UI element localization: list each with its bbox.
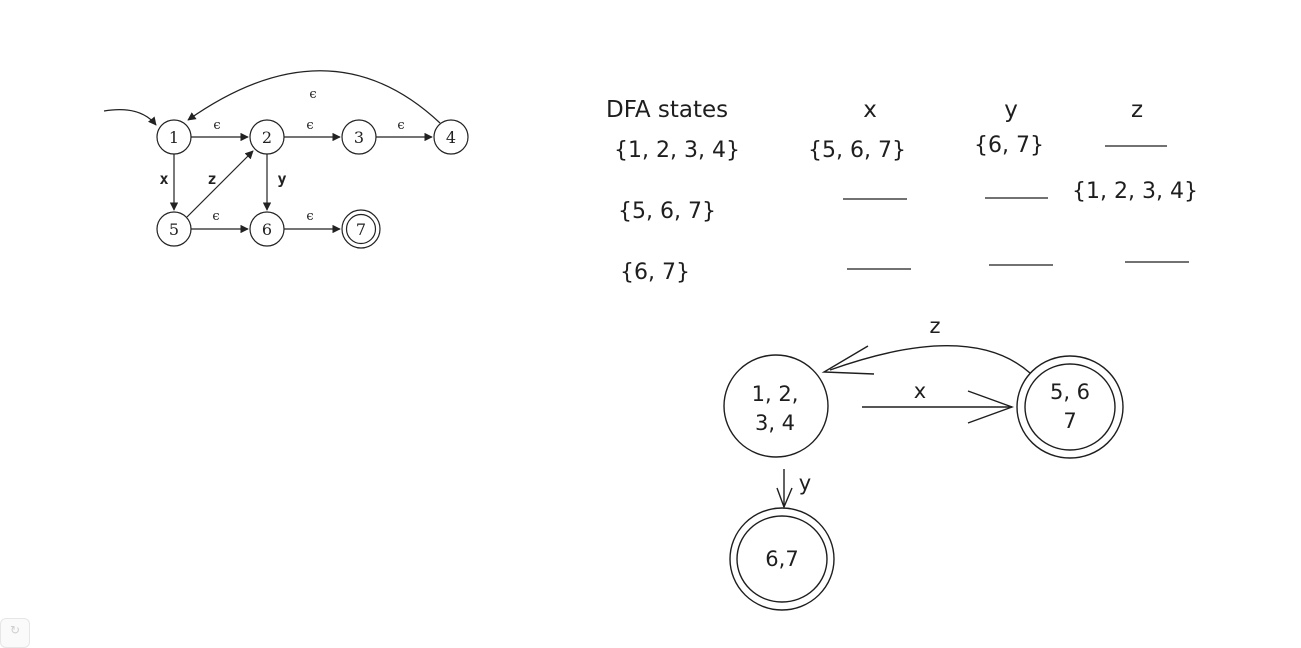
- nfa-label-e-3-4: ϵ: [397, 118, 404, 133]
- nfa-label-e-4-1: ϵ: [309, 87, 316, 102]
- nfa-state-7-inner: [345, 213, 377, 245]
- table-row-1-x: {5, 6, 7}: [808, 138, 906, 163]
- nfa-edge-4-1: [187, 70, 441, 124]
- nfa-edge-5-2: [186, 150, 254, 218]
- nfa-label-y-2-6: y: [277, 170, 286, 188]
- table-row-3-x: ——: [847, 251, 891, 276]
- table-row-2-x: ——: [843, 181, 887, 206]
- dfa-state-a-line1: 1, 2,: [752, 382, 799, 406]
- dfa-edge-a-c-head: [776, 487, 793, 509]
- nfa-label-e-5-6: ϵ: [212, 209, 219, 224]
- dfa-state-b-outer: [1016, 355, 1124, 459]
- nfa-label-z-5-2: z: [207, 170, 216, 188]
- table-header-z: z: [1131, 97, 1143, 123]
- table-row-1-z: ——: [1103, 129, 1147, 154]
- dfa-state-c-outer: [729, 507, 835, 611]
- dfa-state-c-inner: [736, 515, 828, 603]
- dfa-diagram: [723, 345, 1124, 611]
- dfa-label-a-b: x: [914, 379, 926, 403]
- nfa-diagram: [103, 70, 469, 249]
- nfa-label-e-1-2: ϵ: [213, 118, 220, 133]
- nfa-label-e-6-7: ϵ: [306, 209, 313, 224]
- dfa-label-a-c: y: [799, 471, 811, 495]
- table-row-1-state: {1, 2, 3, 4}: [614, 138, 740, 163]
- nfa-labels: 1 2 3 4 5 6 7 ϵ ϵ ϵ ϵ x z y ϵ ϵ: [159, 87, 456, 239]
- table-header-x: x: [863, 97, 877, 123]
- transition-table: DFA states x y z {1, 2, 3, 4} {5, 6, 7} …: [606, 97, 1198, 285]
- dfa-label-b-a: z: [929, 314, 940, 338]
- dfa-state-b-line1: 5, 6: [1050, 380, 1090, 404]
- dfa-edge-b-a: [829, 345, 1031, 374]
- nfa-state-label-3: 3: [354, 128, 364, 147]
- table-header-states: DFA states: [606, 97, 728, 123]
- nfa-state-label-6: 6: [262, 220, 272, 239]
- nfa-label-e-2-3: ϵ: [306, 118, 313, 133]
- table-row-3-state: {6, 7}: [620, 260, 690, 285]
- nfa-state-4: [433, 119, 469, 155]
- dfa-edge-a-b-head: [967, 390, 1015, 424]
- canvas-corner-button[interactable]: ↻: [0, 618, 30, 648]
- table-row-3-z: ——: [1125, 244, 1169, 269]
- nfa-state-7-outer: [341, 209, 381, 249]
- nfa-state-label-5: 5: [169, 220, 179, 239]
- table-row-2-y: ——: [985, 181, 1029, 206]
- nfa-state-label-7: 7: [356, 220, 366, 239]
- nfa-state-label-2: 2: [262, 128, 272, 147]
- dfa-labels: 1, 2, 3, 4 5, 6 7 6,7 x z y: [752, 314, 1090, 571]
- nfa-state-label-4: 4: [446, 128, 456, 147]
- nfa-state-label-1: 1: [169, 128, 179, 147]
- table-row-3-y: ——: [989, 247, 1033, 272]
- dfa-state-b-inner: [1024, 363, 1116, 451]
- nfa-label-x-1-5: x: [159, 170, 168, 188]
- table-row-2-state: {5, 6, 7}: [618, 199, 716, 224]
- dfa-state-a-line2: 3, 4: [755, 411, 795, 435]
- dfa-edge-b-a-head: [821, 345, 875, 375]
- dfa-state-b-line2: 7: [1063, 409, 1076, 433]
- table-row-1-y: {6, 7}: [974, 133, 1044, 158]
- table-row-2-z: {1, 2, 3, 4}: [1072, 179, 1198, 204]
- table-header-y: y: [1004, 97, 1018, 123]
- nfa-start-arrow: [103, 109, 157, 126]
- redo-icon: ↻: [9, 623, 21, 637]
- dfa-state-a: [723, 354, 829, 458]
- dfa-state-c-line1: 6,7: [765, 547, 798, 571]
